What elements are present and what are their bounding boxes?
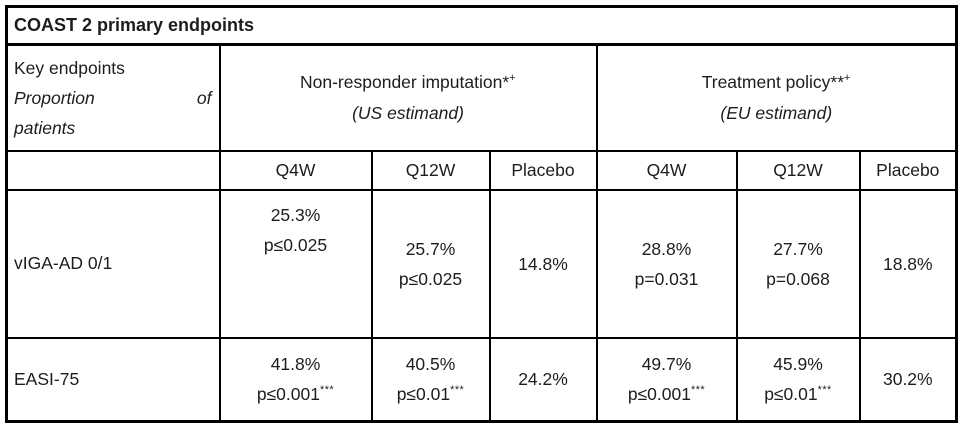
data-cell-viga-placebo-us: 14.8%	[488, 188, 598, 339]
arm-header-q4w-us: Q4W	[218, 149, 373, 191]
endpoint-label-easi: EASI-75	[5, 336, 221, 423]
group-header-row: Key endpoints Proportion of patients Non…	[5, 43, 958, 152]
arm-header-q12w-eu: Q12W	[735, 149, 861, 191]
table-row-easi-75: EASI-75 41.8% p≤0.001*** 40.5% p≤0.01***…	[5, 336, 958, 423]
footnote-asterisks: *	[502, 71, 510, 92]
corner-subheading-line2: patients	[14, 117, 76, 138]
coast2-endpoints-table: COAST 2 primary endpoints Key endpoints …	[5, 5, 959, 423]
arm-header-placebo-eu: Placebo	[858, 149, 958, 191]
group-header-nri-us: Non-responder imputation*+ (US estimand)	[218, 43, 598, 152]
arm-header-row: Q4W Q12W Placebo Q4W Q12W Placebo	[5, 149, 958, 191]
arm-header-placebo-us: Placebo	[488, 149, 598, 191]
footnote-plus: +	[844, 71, 851, 84]
endpoint-label-viga: vIGA-AD 0/1	[5, 188, 221, 339]
group-label-tp: Treatment policy**+	[701, 71, 851, 92]
data-cell-easi-placebo-eu: 30.2%	[858, 336, 958, 423]
data-cell-easi-q12w-us: 40.5% p≤0.01***	[370, 336, 491, 423]
corner-subheading-line1: Proportion of	[14, 87, 212, 108]
group-header-tp-eu: Treatment policy**+ (EU estimand)	[595, 43, 958, 152]
data-cell-easi-q12w-eu: 45.9% p≤0.01***	[735, 336, 861, 423]
data-cell-viga-q4w-eu: 28.8% p=0.031	[595, 188, 738, 339]
table-row-viga-ad: vIGA-AD 0/1 25.3% p≤0.025 25.7% p≤0.025 …	[5, 188, 958, 339]
arm-header-q4w-eu: Q4W	[595, 149, 738, 191]
footnote-asterisks: **	[830, 71, 845, 92]
estimand-eu: (EU estimand)	[720, 102, 833, 123]
table-title: COAST 2 primary endpoints	[5, 5, 958, 46]
arm-header-q12w-us: Q12W	[370, 149, 491, 191]
corner-heading: Key endpoints	[14, 57, 125, 78]
data-cell-easi-q4w-eu: 49.7% p≤0.001***	[595, 336, 738, 423]
data-cell-viga-q12w-eu: 27.7% p=0.068	[735, 188, 861, 339]
data-cell-easi-q4w-us: 41.8% p≤0.001***	[218, 336, 373, 423]
arm-header-blank	[5, 149, 221, 191]
footnote-plus: +	[509, 71, 516, 84]
corner-cell: Key endpoints Proportion of patients	[5, 43, 221, 152]
table-title-row: COAST 2 primary endpoints	[5, 5, 958, 46]
group-label-nri: Non-responder imputation*+	[300, 71, 516, 92]
estimand-us: (US estimand)	[352, 102, 464, 123]
data-cell-easi-placebo-us: 24.2%	[488, 336, 598, 423]
data-cell-viga-q12w-us: 25.7% p≤0.025	[370, 188, 491, 339]
data-cell-viga-placebo-eu: 18.8%	[858, 188, 958, 339]
data-cell-viga-q4w-us: 25.3% p≤0.025	[218, 188, 373, 339]
